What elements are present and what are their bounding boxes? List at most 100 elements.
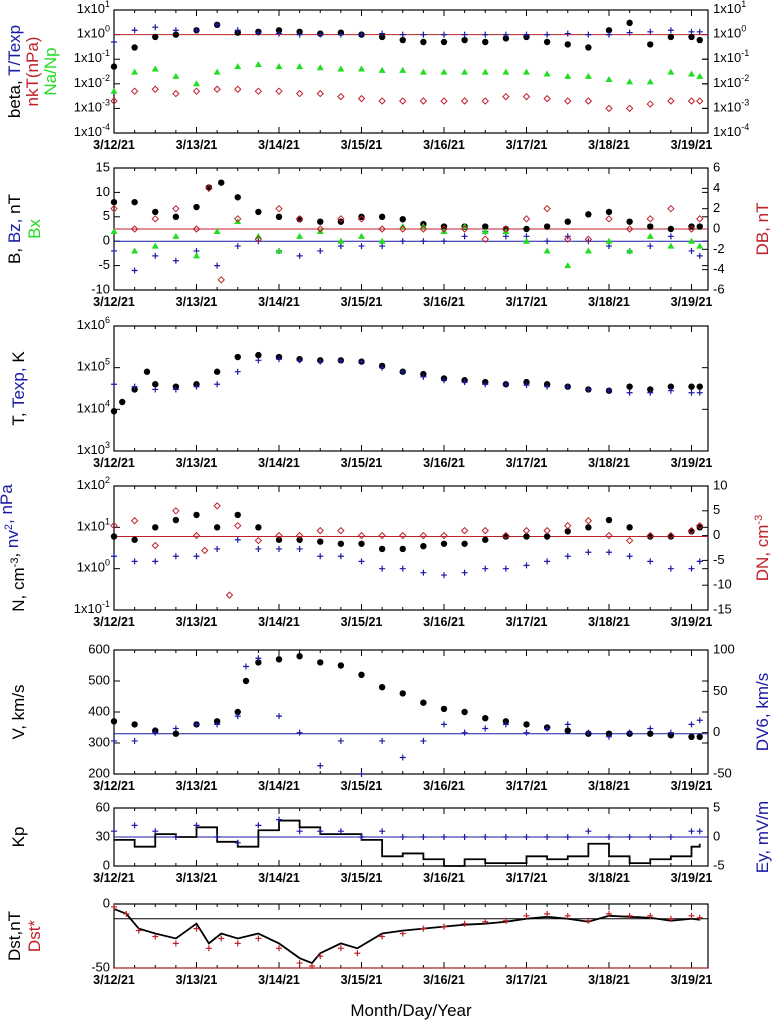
y-tick-label: 1x101: [77, 517, 110, 534]
series-3-point: [419, 225, 428, 233]
y-axis-label: B, Bz, nT: [5, 194, 24, 264]
date-label: 3/17/21: [506, 138, 548, 152]
y-axis-label: Bx: [25, 219, 44, 239]
series-3-point: [110, 204, 118, 213]
series-2-point: [213, 502, 221, 510]
series-0-point: [242, 677, 250, 685]
series-1-point: [358, 771, 365, 777]
series-1-point: [276, 713, 282, 720]
series-0-point: [696, 733, 703, 740]
series-0-point: [482, 38, 489, 46]
series-1-point: [502, 834, 509, 840]
series-1-point: [111, 381, 117, 388]
y-tick-label: -5: [98, 257, 110, 272]
series-1-point: [131, 267, 138, 274]
series-1-point: [544, 558, 551, 565]
series-1-point: [502, 31, 509, 38]
series-2-point: [172, 72, 180, 79]
series-0-point: [213, 524, 221, 531]
series-1-point: [193, 925, 200, 932]
series-1-point: [255, 238, 262, 245]
series-3-point: [440, 97, 448, 105]
series-1-point: [585, 549, 592, 556]
series-1-point: [337, 553, 344, 560]
y-tick-label-right: -5: [713, 552, 725, 567]
date-label: 3/15/21: [341, 973, 383, 987]
series-1-point: [688, 389, 695, 396]
series-2-point: [275, 531, 283, 540]
series-1-point: [152, 24, 159, 31]
date-label: 3/13/21: [176, 138, 218, 152]
series-0-point: [131, 536, 138, 543]
series-2-point: [696, 521, 704, 530]
series-1-point: [234, 368, 241, 375]
series-1-point: [276, 545, 282, 552]
y-axis-label: V, km/s: [9, 684, 28, 739]
date-label: 3/17/21: [506, 973, 548, 987]
series-0-point: [234, 353, 241, 361]
series-1-point: [234, 243, 241, 250]
series-0-point: [193, 203, 200, 211]
y-tick-label: 15: [96, 159, 110, 174]
series-0-point: [378, 213, 386, 220]
series-0-point: [543, 38, 551, 46]
series-1-point: [564, 912, 571, 919]
series-0-point: [213, 368, 221, 375]
series-0-point: [688, 33, 695, 41]
series-2-point: [502, 227, 510, 234]
series-0-point: [420, 699, 427, 706]
series-1-point: [564, 553, 571, 560]
series-1-point: [234, 536, 241, 543]
series-1-point: [317, 31, 324, 38]
y-tick-label: 1x100: [77, 24, 110, 41]
y-tick-label: 0: [103, 233, 110, 248]
series-3-point: [205, 184, 213, 193]
panel-2: -10 -5 0 5 10 15 -6 -4 -2 0 2 4 6 3/12/21 3/13/21 3/14/…: [5, 159, 772, 309]
series-1-point: [214, 262, 221, 269]
series-3-point: [502, 225, 510, 233]
date-label: 3/19/21: [671, 779, 713, 793]
date-label: 3/15/21: [341, 779, 383, 793]
series-2-point: [172, 232, 180, 239]
series-0-point: [523, 225, 530, 233]
series-3-point: [522, 215, 531, 223]
series-1-point: [441, 377, 447, 384]
series-1-point: [482, 725, 489, 732]
series-2-point: [254, 536, 263, 545]
date-label: 3/19/21: [671, 456, 713, 470]
y-tick-label: 300: [88, 734, 110, 749]
series-0-point: [131, 198, 138, 206]
series-1-point: [482, 381, 489, 388]
y-tick-label: 600: [88, 641, 110, 656]
panel-6: 0 30 60 -5 0 5 3/12/21 3/13/21 3/14/21 3/15/21 3/1…: [9, 799, 772, 885]
series-3-point: [564, 97, 572, 105]
panel-frame: [113, 649, 709, 775]
series-0-point: [688, 733, 695, 740]
series-3-point: [543, 94, 551, 103]
series-2-point: [440, 68, 448, 75]
series-1-point: [172, 257, 179, 264]
series-2-point: [543, 526, 551, 535]
series-2-point: [481, 227, 489, 234]
series-3-point: [667, 97, 675, 105]
series-3-point: [295, 89, 304, 98]
series-0-point: [399, 690, 406, 697]
y-axis-label: Dst,nT: [5, 911, 24, 961]
series-1-point: [696, 717, 703, 724]
series-0-point: [502, 718, 510, 725]
series-0-point: [667, 33, 675, 41]
series-1-point: [379, 364, 386, 371]
series-3-point: [605, 215, 613, 223]
series-1-point: [523, 834, 530, 840]
series-0-point: [688, 383, 695, 390]
series-2-point: [481, 526, 489, 535]
series-0-point: [172, 31, 180, 38]
series-3-point: [151, 215, 159, 223]
date-label: 3/17/21: [506, 295, 548, 309]
date-label: 3/17/21: [506, 456, 548, 470]
y-tick-label-right: -10: [713, 577, 732, 592]
series-1-point: [688, 247, 695, 254]
series-1-point: [111, 39, 117, 46]
series-1-point: [461, 834, 468, 840]
y-tick-label: 10: [96, 184, 110, 199]
